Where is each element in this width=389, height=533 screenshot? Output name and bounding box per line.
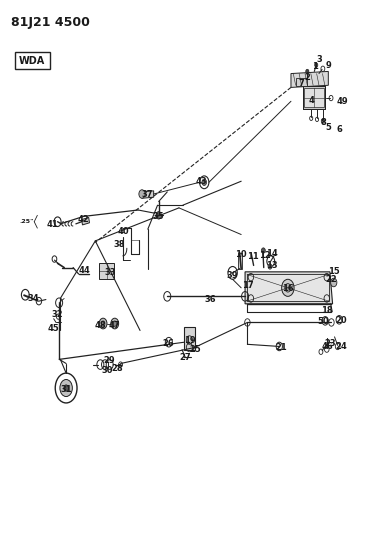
- Text: 4: 4: [308, 96, 314, 104]
- Text: 49: 49: [336, 97, 348, 106]
- Circle shape: [60, 379, 72, 397]
- Bar: [296, 78, 307, 86]
- Text: 42: 42: [77, 215, 89, 224]
- Text: 28: 28: [111, 365, 123, 373]
- Text: 9: 9: [326, 61, 331, 69]
- Text: 25: 25: [189, 345, 201, 354]
- Text: 3: 3: [316, 55, 322, 64]
- Text: 22: 22: [326, 275, 337, 284]
- Text: 18: 18: [321, 306, 333, 314]
- Text: 19: 19: [184, 336, 196, 344]
- Text: 13: 13: [266, 261, 277, 270]
- Circle shape: [113, 321, 117, 326]
- Circle shape: [315, 63, 318, 67]
- Text: 1: 1: [312, 62, 318, 71]
- Circle shape: [156, 212, 161, 219]
- Text: 20: 20: [336, 317, 347, 325]
- Circle shape: [64, 385, 68, 391]
- Text: 33: 33: [105, 269, 116, 277]
- Circle shape: [111, 318, 119, 329]
- Text: 50: 50: [318, 318, 329, 326]
- Circle shape: [331, 278, 337, 287]
- Text: 14: 14: [266, 249, 278, 258]
- Text: .25": .25": [19, 219, 34, 224]
- Text: 16: 16: [282, 285, 294, 293]
- Polygon shape: [245, 272, 333, 304]
- Text: 38: 38: [113, 240, 125, 248]
- Text: 39: 39: [227, 271, 238, 279]
- Text: 44: 44: [79, 266, 91, 275]
- Text: 8: 8: [321, 118, 326, 127]
- Text: 46: 46: [322, 342, 333, 351]
- Text: 27: 27: [179, 353, 191, 361]
- Polygon shape: [82, 217, 89, 225]
- Text: 10: 10: [235, 251, 246, 259]
- Bar: [303, 86, 325, 109]
- Bar: [247, 274, 329, 301]
- Text: 40: 40: [118, 227, 130, 236]
- Bar: [238, 253, 242, 269]
- Bar: [304, 88, 324, 107]
- Text: 12: 12: [259, 252, 270, 260]
- Circle shape: [268, 264, 272, 269]
- Polygon shape: [142, 191, 154, 198]
- Text: 24: 24: [335, 342, 347, 351]
- Text: 35: 35: [153, 212, 165, 221]
- Text: 7: 7: [298, 79, 304, 88]
- Text: 41: 41: [47, 221, 58, 229]
- Text: WDA: WDA: [19, 56, 46, 66]
- Text: 29: 29: [103, 356, 115, 365]
- Text: 21: 21: [276, 343, 287, 352]
- Text: 48: 48: [95, 321, 106, 329]
- Bar: [15, 52, 50, 69]
- Circle shape: [99, 318, 107, 329]
- Text: 15: 15: [328, 268, 340, 276]
- Text: 5: 5: [326, 124, 332, 132]
- Text: 17: 17: [242, 281, 253, 290]
- Text: 47: 47: [109, 321, 120, 329]
- Circle shape: [139, 190, 145, 198]
- Circle shape: [282, 279, 294, 296]
- Circle shape: [101, 321, 105, 326]
- Text: 26: 26: [162, 339, 174, 348]
- Text: 31: 31: [60, 385, 72, 393]
- Text: 2: 2: [304, 73, 310, 82]
- Text: 30: 30: [102, 367, 113, 375]
- Circle shape: [202, 179, 207, 185]
- Text: 37: 37: [141, 190, 153, 198]
- Bar: [184, 327, 194, 350]
- Text: 45: 45: [48, 324, 60, 333]
- Polygon shape: [291, 71, 328, 87]
- Text: 23: 23: [324, 339, 336, 348]
- Bar: [99, 263, 114, 279]
- Text: 6: 6: [336, 125, 342, 134]
- Text: 43: 43: [196, 177, 207, 185]
- Bar: [303, 86, 325, 109]
- Circle shape: [261, 248, 265, 253]
- Text: 32: 32: [52, 310, 63, 319]
- Circle shape: [285, 284, 291, 292]
- Circle shape: [306, 69, 309, 74]
- Text: 36: 36: [204, 295, 216, 304]
- Text: 81J21 4500: 81J21 4500: [11, 16, 90, 29]
- Text: 11: 11: [247, 253, 259, 261]
- Text: 34: 34: [27, 294, 39, 303]
